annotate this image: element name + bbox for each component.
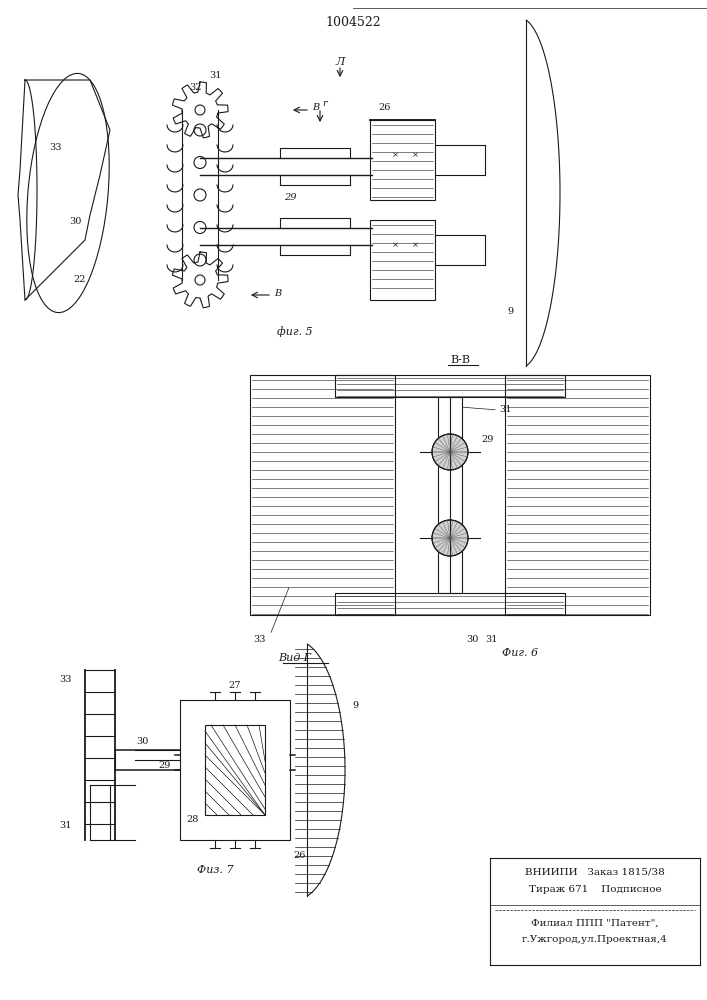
Text: 26: 26 [294,850,306,859]
Circle shape [432,434,468,470]
Text: ×: × [411,151,419,159]
Text: Филиал ППП "Патент",: Филиал ППП "Патент", [531,918,659,928]
Circle shape [432,520,468,556]
Text: ×: × [411,241,419,249]
Text: В: В [312,104,320,112]
Text: 33: 33 [49,143,62,152]
Bar [335,375,565,397]
Bar [370,120,435,200]
Text: 29: 29 [481,436,494,444]
Bar [180,700,290,840]
Text: Л: Л [335,57,344,67]
Bar [505,375,650,615]
Text: 29: 29 [284,194,296,202]
Text: Тираж 671    Подписное: Тираж 671 Подписное [529,886,661,894]
Text: 9: 9 [507,308,513,316]
Text: 27: 27 [229,680,241,690]
Text: 31: 31 [209,70,221,80]
Text: 31: 31 [486,636,498,645]
Text: 29: 29 [159,760,171,770]
Text: Фиг. 6: Фиг. 6 [502,648,538,658]
Text: Физ. 7: Физ. 7 [197,865,233,875]
Bar [370,220,435,300]
Text: Вид Г: Вид Г [279,653,312,663]
Text: 28: 28 [187,816,199,824]
Text: 9: 9 [352,700,358,710]
Text: ×: × [392,241,399,249]
Text: фиг. 5: фиг. 5 [277,327,312,337]
Text: 31: 31 [59,820,71,830]
Text: г.Ужгород,ул.Проектная,4: г.Ужгород,ул.Проектная,4 [522,936,668,944]
Bar [335,593,565,615]
Text: ×: × [392,151,399,159]
Text: 22: 22 [74,275,86,284]
Bar [205,725,265,815]
Text: 1004522: 1004522 [325,15,381,28]
Text: 30: 30 [69,218,81,227]
Bar [438,397,462,593]
Bar [250,375,395,615]
Text: 26: 26 [379,104,391,112]
Text: 33: 33 [59,676,71,684]
Text: В-В: В-В [450,355,470,365]
Text: 33: 33 [254,636,267,645]
Text: ВНИИПИ   Заказ 1815/38: ВНИИПИ Заказ 1815/38 [525,867,665,876]
Text: r: r [322,100,327,108]
Text: 30: 30 [466,636,478,645]
Text: 32: 32 [189,84,201,93]
Text: 30: 30 [136,738,148,746]
Text: В: В [274,288,281,298]
Text: 31: 31 [498,406,511,414]
